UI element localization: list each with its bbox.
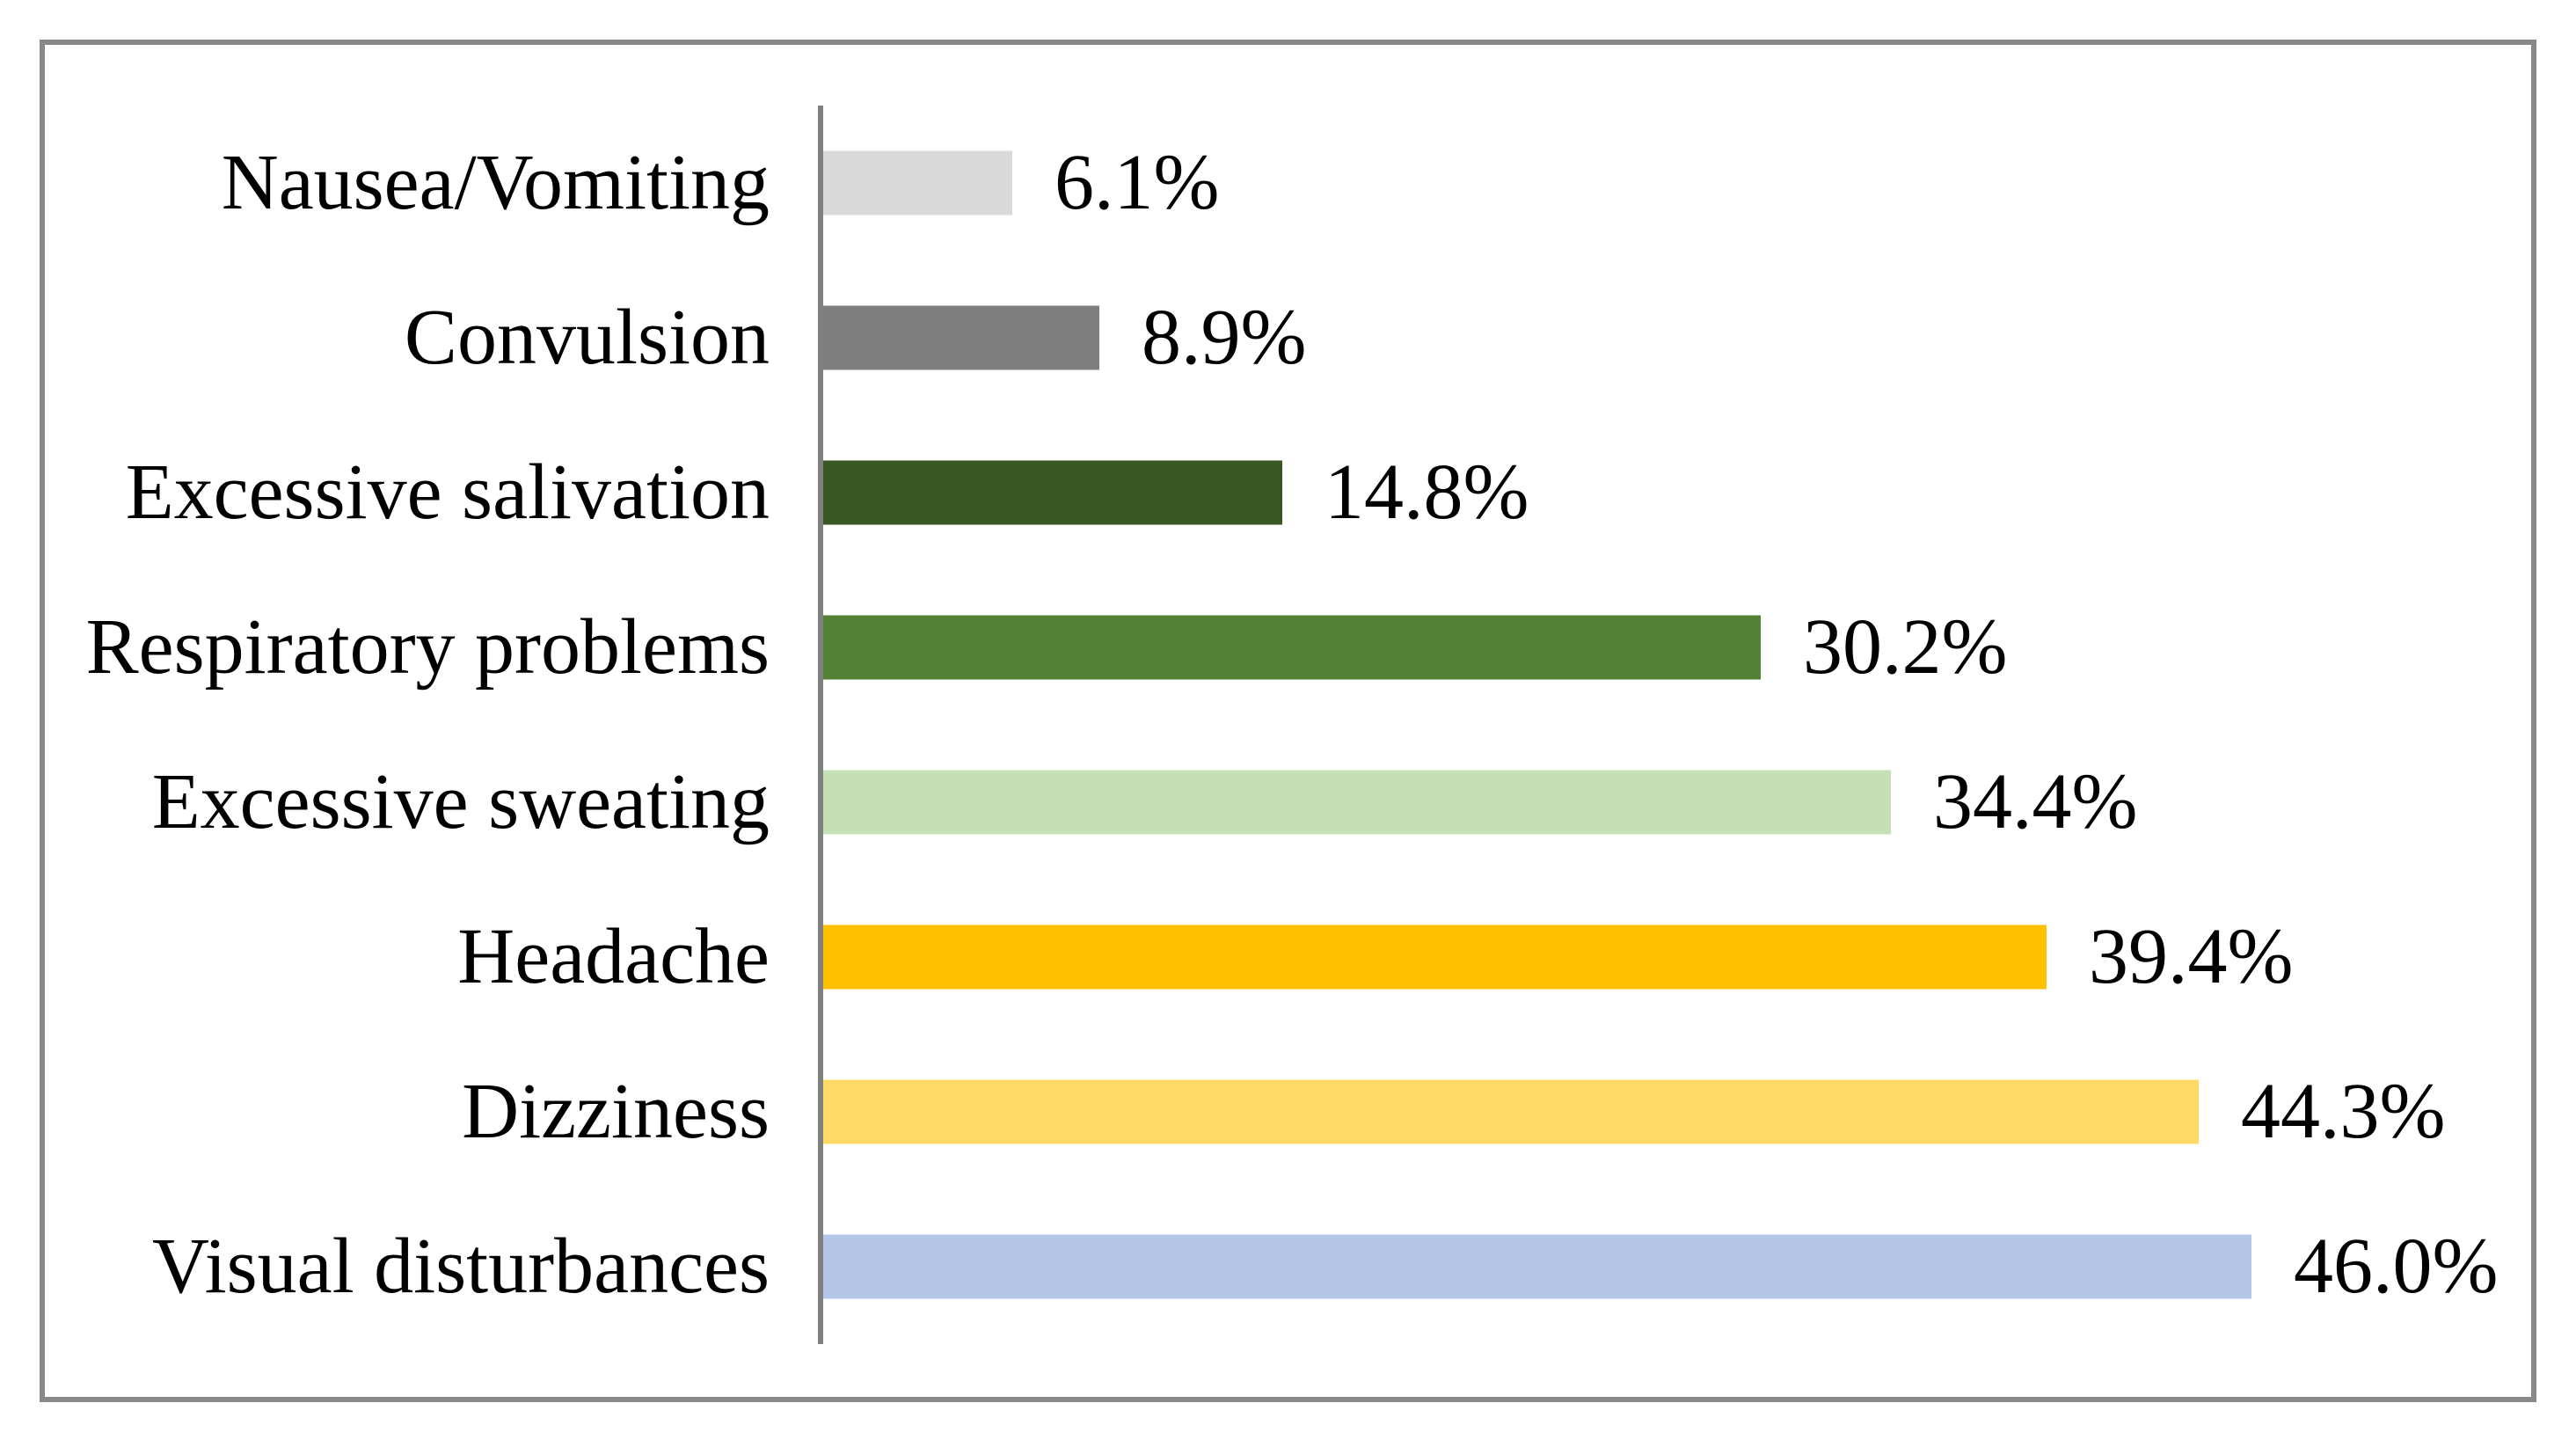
value-label: 6.1%	[1054, 139, 1220, 226]
bar-visual-disturbances	[823, 1234, 2251, 1299]
category-label: Dizziness	[462, 1068, 770, 1155]
bar-row: Respiratory problems 30.2%	[0, 570, 2576, 725]
bar-row: Convulsion 8.9%	[0, 260, 2576, 415]
chart-border-frame	[40, 40, 2536, 1402]
value-label: 34.4%	[1933, 758, 2138, 845]
category-label: Convulsion	[404, 294, 770, 381]
value-label: 44.3%	[2241, 1068, 2446, 1155]
bar-row: Headache 39.4%	[0, 880, 2576, 1034]
value-label: 39.4%	[2089, 913, 2294, 1000]
category-label: Visual disturbances	[152, 1223, 770, 1310]
value-label: 30.2%	[1803, 603, 2008, 691]
bar-row: Excessive sweating 34.4%	[0, 725, 2576, 880]
bar-convulsion	[823, 305, 1099, 370]
category-label: Excessive sweating	[151, 758, 770, 845]
bar-excessive-sweating	[823, 770, 1891, 835]
bar-dizziness	[823, 1079, 2199, 1144]
category-label: Headache	[457, 913, 770, 1000]
bar-respiratory-problems	[823, 615, 1761, 680]
bar-headache	[823, 924, 2047, 990]
category-label: Nausea/Vomiting	[221, 139, 770, 226]
bar-row: Excessive salivation 14.8%	[0, 415, 2576, 570]
category-label: Respiratory problems	[85, 603, 770, 691]
bar-row: Nausea/Vomiting 6.1%	[0, 106, 2576, 260]
bar-nausea-vomiting	[823, 150, 1012, 216]
category-label: Excessive salivation	[125, 449, 770, 536]
value-label: 14.8%	[1324, 449, 1529, 536]
bar-row: Visual disturbances 46.0%	[0, 1189, 2576, 1344]
value-label: 46.0%	[2294, 1223, 2499, 1310]
bar-row: Dizziness 44.3%	[0, 1034, 2576, 1189]
bar-excessive-salivation	[823, 460, 1282, 525]
category-axis-line	[818, 106, 823, 1344]
value-label: 8.9%	[1142, 294, 1307, 381]
